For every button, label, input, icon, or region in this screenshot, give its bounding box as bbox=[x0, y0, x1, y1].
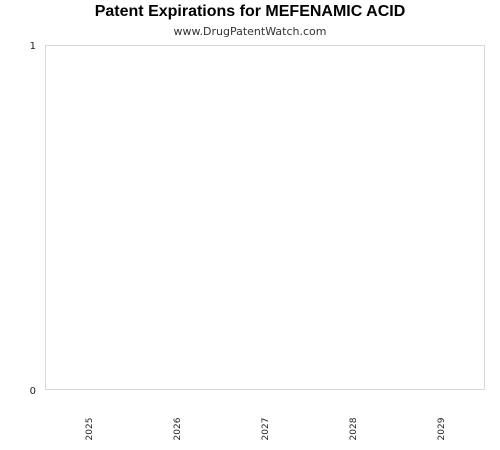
x-tick-label: 2028 bbox=[349, 417, 359, 440]
y-axis: 01 bbox=[30, 41, 36, 397]
x-axis: 2025 2026 2027 2028 2029 bbox=[85, 417, 447, 440]
x-tick-label: 2026 bbox=[173, 417, 183, 440]
x-tick-label: 2025 bbox=[85, 418, 95, 441]
x-tick-label: 2027 bbox=[261, 418, 271, 441]
x-tick-label: 2029 bbox=[437, 417, 447, 440]
y-tick-label: 1 bbox=[30, 41, 36, 52]
y-tick-label: 0 bbox=[30, 386, 36, 397]
plot-area bbox=[46, 46, 485, 390]
